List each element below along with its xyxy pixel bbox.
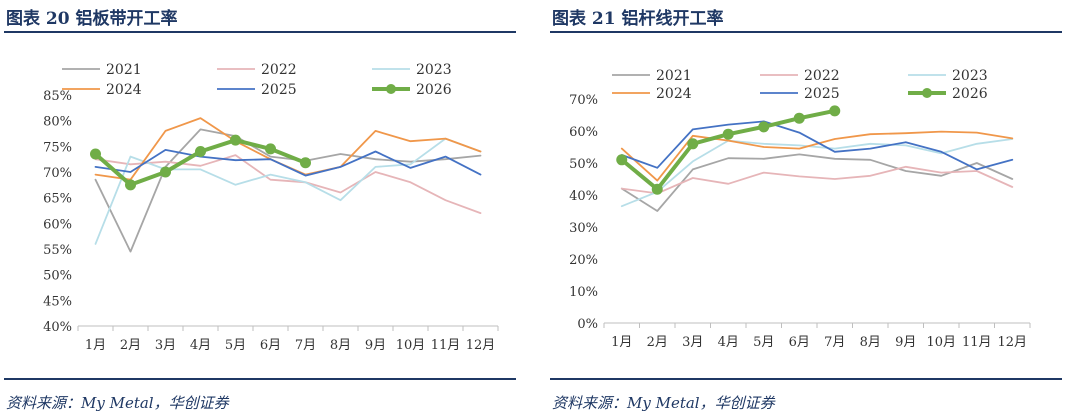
legend-label-2026: 2026	[952, 86, 988, 102]
legend-label-2021: 2021	[106, 62, 142, 78]
y-tick-label: 50%	[569, 157, 598, 172]
x-tick-label: 9月	[895, 335, 916, 350]
legend-label-2022: 2022	[804, 68, 840, 84]
sheet-strip-chart: 40% 45% 50% 55% 60% 65% 70% 75% 80% 85% 1月 2月 3月 4月 5月…	[43, 62, 499, 353]
x-tick-label: 5月	[753, 335, 774, 350]
figure-21-panel: 图表 21 铝杆线开工率 0% 10% 20% 30% 40% 50% 60% 70% 1月 2月…	[546, 0, 1066, 419]
series-line-2024	[620, 130, 1014, 182]
legend-label-2021: 2021	[656, 68, 692, 84]
y-tick-label: 10%	[569, 285, 598, 300]
y-tick-label: 50%	[43, 269, 72, 284]
x-tick-label: 3月	[155, 338, 176, 353]
figure-title: 图表 21 铝杆线开工率	[552, 9, 724, 29]
data-point-2026	[230, 134, 241, 146]
x-tick-label: 6月	[789, 335, 810, 350]
series-line-2024	[94, 117, 482, 181]
y-tick-label: 70%	[569, 93, 598, 108]
x-tick-label: 6月	[260, 338, 281, 353]
data-point-2026	[265, 143, 276, 155]
data-point-2026	[758, 121, 770, 133]
series-line-2022	[94, 154, 482, 215]
legend-marker-2026	[922, 88, 932, 98]
legend-label-2026: 2026	[416, 82, 452, 98]
y-tick-label: 80%	[43, 115, 72, 130]
x-tick-label: 4月	[718, 335, 739, 350]
series-line-2025	[620, 120, 1014, 171]
source-rule	[550, 378, 1062, 380]
source-note: 资料来源：My Metal，华创证券	[6, 394, 229, 412]
data-point-2026	[160, 166, 171, 178]
data-point-2026	[722, 128, 734, 140]
legend-label-2024: 2024	[656, 86, 692, 102]
y-tick-label: 85%	[43, 89, 72, 104]
y-tick-label: 30%	[569, 221, 598, 236]
series-line-2023	[94, 137, 482, 245]
series-line-2022	[620, 165, 1014, 195]
x-tick-label: 8月	[330, 338, 351, 353]
x-tick-label: 7月	[824, 335, 845, 350]
legend-label-2023: 2023	[952, 68, 988, 84]
series-line-2021	[94, 128, 482, 253]
legend-label-2023: 2023	[416, 62, 452, 78]
y-tick-label: 20%	[569, 253, 598, 268]
legend-label-2025: 2025	[261, 82, 297, 98]
x-tick-label: 9月	[365, 338, 386, 353]
x-tick-label: 11月	[962, 335, 992, 350]
y-tick-label: 60%	[43, 217, 72, 232]
series-line-2023	[620, 138, 1014, 208]
legend-label-2025: 2025	[804, 86, 840, 102]
source-note: 资料来源：My Metal，华创证券	[552, 394, 775, 412]
x-tick-label: 1月	[611, 335, 632, 350]
x-tick-label: 3月	[682, 335, 703, 350]
x-tick-label: 10月	[926, 335, 956, 350]
data-point-2026	[300, 157, 311, 169]
series-line-2025	[94, 148, 482, 177]
x-tick-label: 7月	[295, 338, 316, 353]
x-tick-label: 1月	[85, 338, 106, 353]
data-point-2026	[616, 154, 628, 166]
y-tick-label: 75%	[43, 140, 72, 155]
y-tick-label: 55%	[43, 243, 72, 258]
x-tick-label: 12月	[997, 335, 1027, 350]
y-tick-label: 65%	[43, 192, 72, 207]
x-tick-label: 8月	[860, 335, 881, 350]
x-tick-label: 12月	[466, 338, 496, 353]
data-point-2026	[651, 183, 663, 195]
title-rule	[550, 31, 1062, 33]
legend-label-2022: 2022	[261, 62, 297, 78]
figure-title: 图表 20 铝板带开工率	[6, 9, 178, 29]
data-point-2026	[687, 138, 699, 150]
x-tick-label: 2月	[647, 335, 668, 350]
data-point-2026	[125, 179, 136, 191]
x-tick-label: 2月	[120, 338, 141, 353]
x-tick-label: 10月	[396, 338, 426, 353]
data-point-2026	[195, 145, 206, 157]
legend-label-2024: 2024	[106, 82, 142, 98]
y-tick-label: 45%	[43, 294, 72, 309]
y-tick-label: 40%	[569, 189, 598, 204]
y-tick-label: 40%	[43, 320, 72, 335]
rod-wire-chart: 0% 10% 20% 30% 40% 50% 60% 70% 1月 2月 3月 4月 5月 6月 7月 8月 9…	[569, 68, 1031, 350]
data-point-2026	[793, 112, 805, 124]
y-tick-label: 0%	[577, 317, 598, 332]
figure-20-panel: 图表 20 铝板带开工率 40% 45% 50% 55% 60% 65% 70% 75% 80%…	[0, 0, 520, 419]
series-line-2021	[620, 153, 1014, 212]
source-rule	[4, 378, 516, 380]
x-tick-label: 11月	[431, 338, 461, 353]
legend-marker-2026	[386, 84, 396, 94]
y-tick-label: 70%	[43, 166, 72, 181]
x-tick-label: 5月	[225, 338, 246, 353]
data-point-2026	[90, 148, 101, 160]
y-tick-label: 60%	[569, 125, 598, 140]
data-point-2026	[829, 105, 841, 117]
x-tick-label: 4月	[190, 338, 211, 353]
title-rule	[4, 31, 516, 33]
